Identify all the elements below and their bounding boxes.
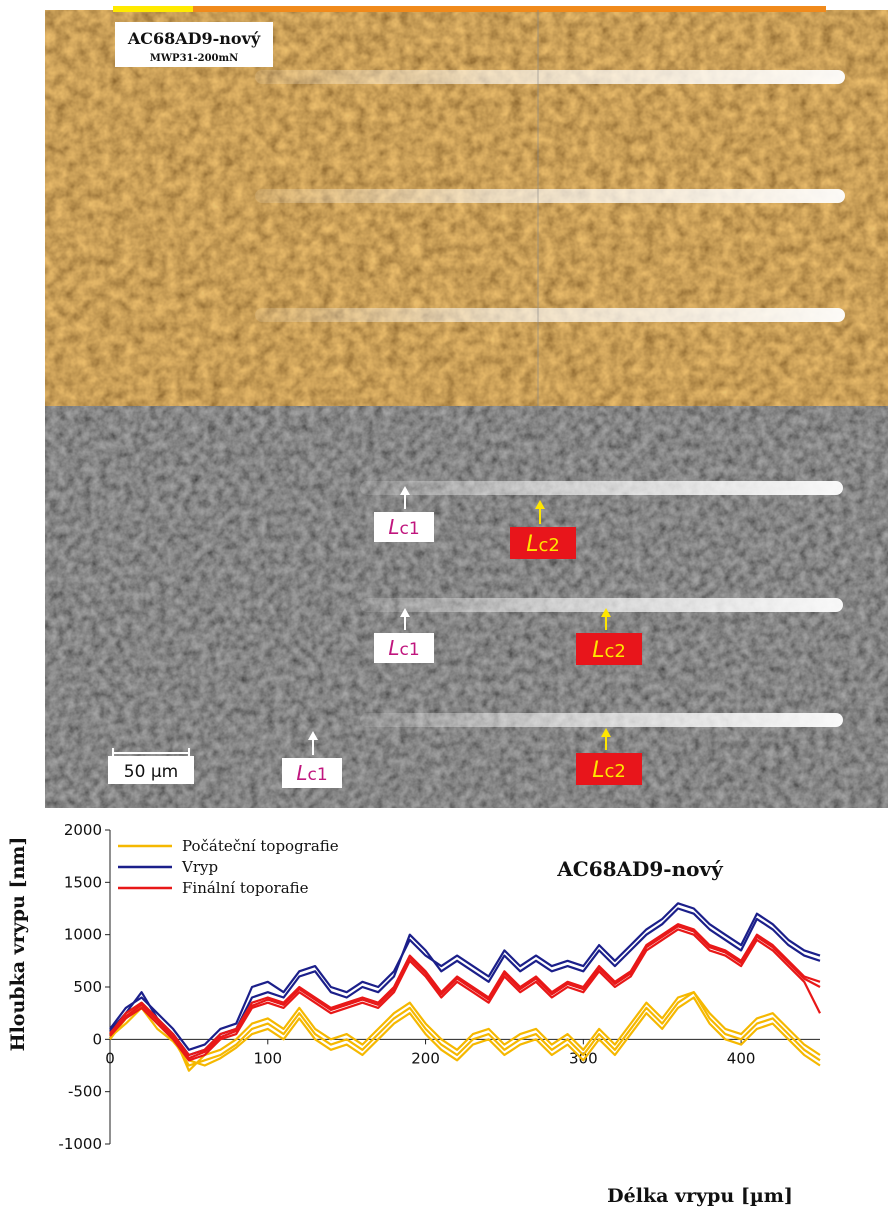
marker-label-rest: c1 bbox=[399, 640, 419, 660]
series-line bbox=[109, 996, 821, 1067]
marker-label: Lc2 bbox=[592, 758, 626, 783]
y-tick-label: -500 bbox=[68, 1083, 102, 1101]
chart-xlabel: Délka vrypu [µm] bbox=[607, 1185, 793, 1207]
marker-label-italic: L bbox=[592, 638, 604, 663]
marker-label-italic: L bbox=[296, 761, 307, 785]
arrow-up-icon bbox=[601, 608, 611, 617]
scale-bar-box bbox=[108, 756, 194, 784]
optical-micrograph: AC68AD9-nový MWP31-200mN bbox=[45, 6, 888, 406]
marker-label-rest: c2 bbox=[604, 641, 625, 662]
marker-label-box bbox=[576, 633, 642, 665]
chart-ylabel: Hloubka vrypu [nm] bbox=[7, 837, 29, 1052]
marker-lc2: Lc2 bbox=[576, 608, 642, 665]
y-tick-label: 500 bbox=[73, 978, 102, 996]
arrow-up-icon bbox=[601, 728, 611, 737]
arrow-up-icon bbox=[400, 486, 410, 495]
legend-label: Finální toporafie bbox=[182, 879, 309, 897]
marker-label-rest: c1 bbox=[307, 765, 327, 785]
marker-lc1: Lc1 bbox=[374, 486, 434, 542]
marker-label-italic: L bbox=[388, 515, 399, 539]
marker-label-box bbox=[374, 512, 434, 542]
marker-label-box bbox=[374, 633, 434, 663]
marker-label-box bbox=[282, 758, 342, 788]
optical-texture bbox=[45, 10, 888, 406]
marker-label-rest: c2 bbox=[538, 535, 559, 556]
marker-label-italic: L bbox=[388, 636, 399, 660]
scale-bar-label: 50 µm bbox=[124, 762, 178, 782]
marker-label-rest: c1 bbox=[399, 519, 419, 539]
chart-legend: Počáteční topografie Vryp Finální toporafi… bbox=[118, 837, 339, 897]
top-bar-orange bbox=[193, 6, 826, 12]
series-line bbox=[109, 991, 821, 1067]
arrow-up-icon bbox=[400, 608, 410, 617]
series-line bbox=[109, 928, 821, 1062]
sample-label-box bbox=[115, 22, 273, 67]
x-tick-label: 100 bbox=[253, 1049, 282, 1067]
y-tick-label: 2000 bbox=[64, 821, 102, 839]
chart-title: AC68AD9-nový bbox=[556, 857, 724, 881]
marker-label: Lc1 bbox=[296, 761, 327, 785]
marker-label-box bbox=[576, 753, 642, 785]
y-tick-label: -1000 bbox=[58, 1135, 102, 1153]
y-tick-label: 1000 bbox=[64, 926, 102, 944]
legend-label: Vryp bbox=[181, 858, 218, 876]
arrow-up-icon bbox=[535, 500, 545, 509]
marker-lc2: Lc2 bbox=[576, 728, 642, 785]
arrow-up-icon bbox=[308, 731, 318, 740]
optical-scratch-1 bbox=[255, 70, 845, 84]
marker-lc1: Lc1 bbox=[282, 731, 342, 788]
marker-label-italic: L bbox=[592, 758, 604, 783]
y-tick-label: 0 bbox=[92, 1030, 102, 1048]
marker-label-box bbox=[510, 527, 576, 559]
series-vryp bbox=[109, 902, 821, 1057]
x-tick-label: 400 bbox=[727, 1049, 756, 1067]
x-tick-label: 200 bbox=[411, 1049, 440, 1067]
x-tick-label: 0 bbox=[105, 1049, 115, 1067]
series-line bbox=[109, 925, 821, 1060]
marker-label: Lc1 bbox=[388, 515, 419, 539]
series-fin-ln-toporafie bbox=[109, 923, 821, 1062]
series-line bbox=[109, 991, 821, 1072]
marker-label: Lc2 bbox=[592, 638, 626, 663]
series-line bbox=[109, 923, 821, 1057]
marker-lc1: Lc1 bbox=[374, 608, 434, 663]
marker-label: Lc1 bbox=[388, 636, 419, 660]
series-line bbox=[109, 902, 821, 1051]
marker-lc2: Lc2 bbox=[510, 500, 576, 559]
sem-scratch-2 bbox=[360, 598, 843, 612]
x-tick-label: 300 bbox=[569, 1049, 598, 1067]
sem-scratch-1 bbox=[360, 481, 843, 495]
marker-label-italic: L bbox=[526, 532, 538, 557]
y-tick-label: 1500 bbox=[64, 873, 102, 891]
scale-bar: 50 µm bbox=[108, 748, 194, 784]
top-bar-yellow bbox=[113, 6, 193, 12]
optical-scratch-2 bbox=[255, 189, 845, 203]
sample-label: AC68AD9-nový bbox=[127, 29, 261, 48]
optical-scratch-3 bbox=[255, 308, 845, 322]
legend-label: Počáteční topografie bbox=[182, 837, 339, 855]
marker-label: Lc2 bbox=[526, 532, 560, 557]
sem-scratch-3 bbox=[360, 713, 843, 727]
series-po-te-n-topografie bbox=[109, 991, 821, 1072]
chart-series bbox=[109, 902, 821, 1072]
marker-label-rest: c2 bbox=[604, 761, 625, 782]
sample-sublabel: MWP31-200mN bbox=[150, 53, 238, 64]
